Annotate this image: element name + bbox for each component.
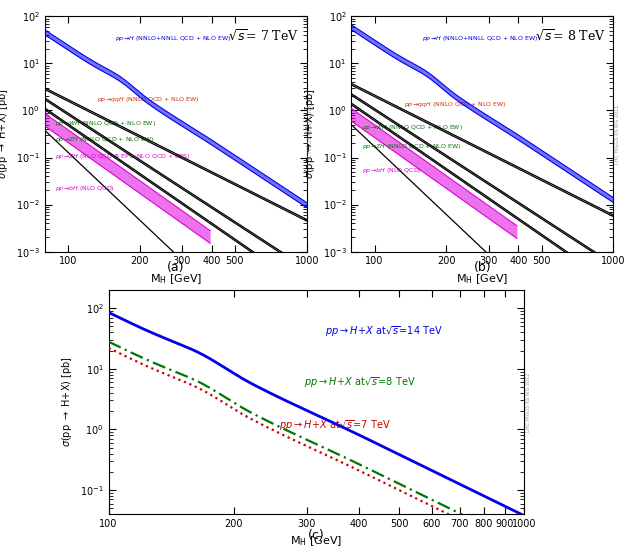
Text: $pp \!\to\! bH$ (NLO QCD): $pp \!\to\! bH$ (NLO QCD) (362, 166, 422, 174)
Text: $pp \!\to\! ZH$ (NNLO QCD + NLO EW): $pp \!\to\! ZH$ (NNLO QCD + NLO EW) (55, 135, 154, 144)
Text: $pp \to H\!+\!X$ at$\sqrt{s}$=8 TeV: $pp \to H\!+\!X$ at$\sqrt{s}$=8 TeV (304, 376, 416, 391)
Y-axis label: $\sigma$(pp $\rightarrow$ H+X) [pb]: $\sigma$(pp $\rightarrow$ H+X) [pb] (303, 89, 317, 179)
Text: $pp \!\to\! ZH$ (NLO QCD $\oplus$ EPS, NLO QCD + EPS): $pp \!\to\! ZH$ (NLO QCD $\oplus$ EPS, N… (55, 152, 190, 160)
Text: $\sqrt{s}$= 8 TeV: $\sqrt{s}$= 8 TeV (535, 28, 606, 43)
Text: LHC HIGGS XS WG 2012: LHC HIGGS XS WG 2012 (526, 373, 531, 432)
Text: (a): (a) (167, 261, 185, 274)
Text: $pp \!\to\! WH$ (NNLO QCD + NLO EW): $pp \!\to\! WH$ (NNLO QCD + NLO EW) (362, 123, 463, 132)
Text: $pp \!\to\! bH$ (NLO QCD): $pp \!\to\! bH$ (NLO QCD) (55, 184, 115, 194)
X-axis label: M$_{\rm H}$ [GeV]: M$_{\rm H}$ [GeV] (150, 272, 202, 286)
Text: LHC HIGGS XS WG 2011: LHC HIGGS XS WG 2011 (615, 104, 620, 164)
Text: (b): (b) (473, 261, 491, 274)
Text: $pp \!\to\! qqH$ (NNLO QCD + NLO EW): $pp \!\to\! qqH$ (NNLO QCD + NLO EW) (404, 100, 507, 109)
Text: $pp \!\to\! H$ (NNLO+NNLL QCD + NLO EW): $pp \!\to\! H$ (NNLO+NNLL QCD + NLO EW) (422, 34, 539, 43)
Text: $pp \!\to\! WH$ (NNLO QCD + NLO EW): $pp \!\to\! WH$ (NNLO QCD + NLO EW) (55, 119, 156, 127)
Text: $pp \to H\!+\!X$ at$\sqrt{s}$=14 TeV: $pp \to H\!+\!X$ at$\sqrt{s}$=14 TeV (325, 324, 443, 339)
Text: $pp \to H\!+\!X$ at$\sqrt{s}$=7 TeV: $pp \to H\!+\!X$ at$\sqrt{s}$=7 TeV (279, 418, 391, 433)
Text: LHC HIGGS XS WG 2011: LHC HIGGS XS WG 2011 (308, 104, 313, 164)
Text: $\sqrt{s}$= 7 TeV: $\sqrt{s}$= 7 TeV (228, 28, 299, 43)
X-axis label: M$_{\rm H}$ [GeV]: M$_{\rm H}$ [GeV] (290, 534, 343, 547)
X-axis label: M$_{\rm H}$ [GeV]: M$_{\rm H}$ [GeV] (456, 272, 509, 286)
Y-axis label: $\sigma$(pp $\rightarrow$ H+X) [pb]: $\sigma$(pp $\rightarrow$ H+X) [pb] (0, 89, 10, 179)
Text: (c): (c) (308, 529, 325, 542)
Text: $pp \!\to\! H$ (NNLO+NNLL QCD + NLO EW): $pp \!\to\! H$ (NNLO+NNLL QCD + NLO EW) (116, 34, 232, 43)
Y-axis label: $\sigma$(pp $\rightarrow$ H+X) [pb]: $\sigma$(pp $\rightarrow$ H+X) [pb] (60, 357, 74, 447)
Text: $pp \!\to\! ZH$ (NNLO QCD + NLO EW): $pp \!\to\! ZH$ (NNLO QCD + NLO EW) (362, 142, 461, 151)
Text: $pp \!\to\! qqH$ (NNLO QCD + NLO EW): $pp \!\to\! qqH$ (NNLO QCD + NLO EW) (97, 95, 200, 104)
